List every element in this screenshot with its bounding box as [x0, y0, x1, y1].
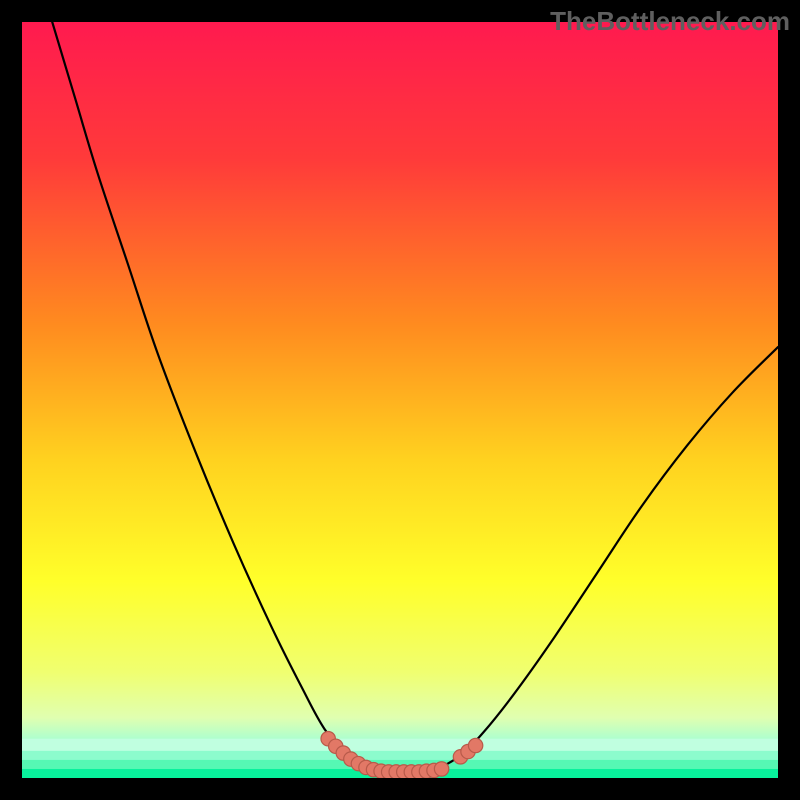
chart-stage: TheBottleneck.com: [0, 0, 800, 800]
bottleneck-curve-chart: [22, 22, 778, 778]
optimal-zone-marker: [434, 762, 448, 776]
gradient-band: [22, 739, 778, 751]
optimal-zone-marker: [468, 738, 482, 752]
chart-background: [22, 22, 778, 778]
gradient-band: [22, 751, 778, 760]
watermark-label: TheBottleneck.com: [550, 6, 790, 37]
